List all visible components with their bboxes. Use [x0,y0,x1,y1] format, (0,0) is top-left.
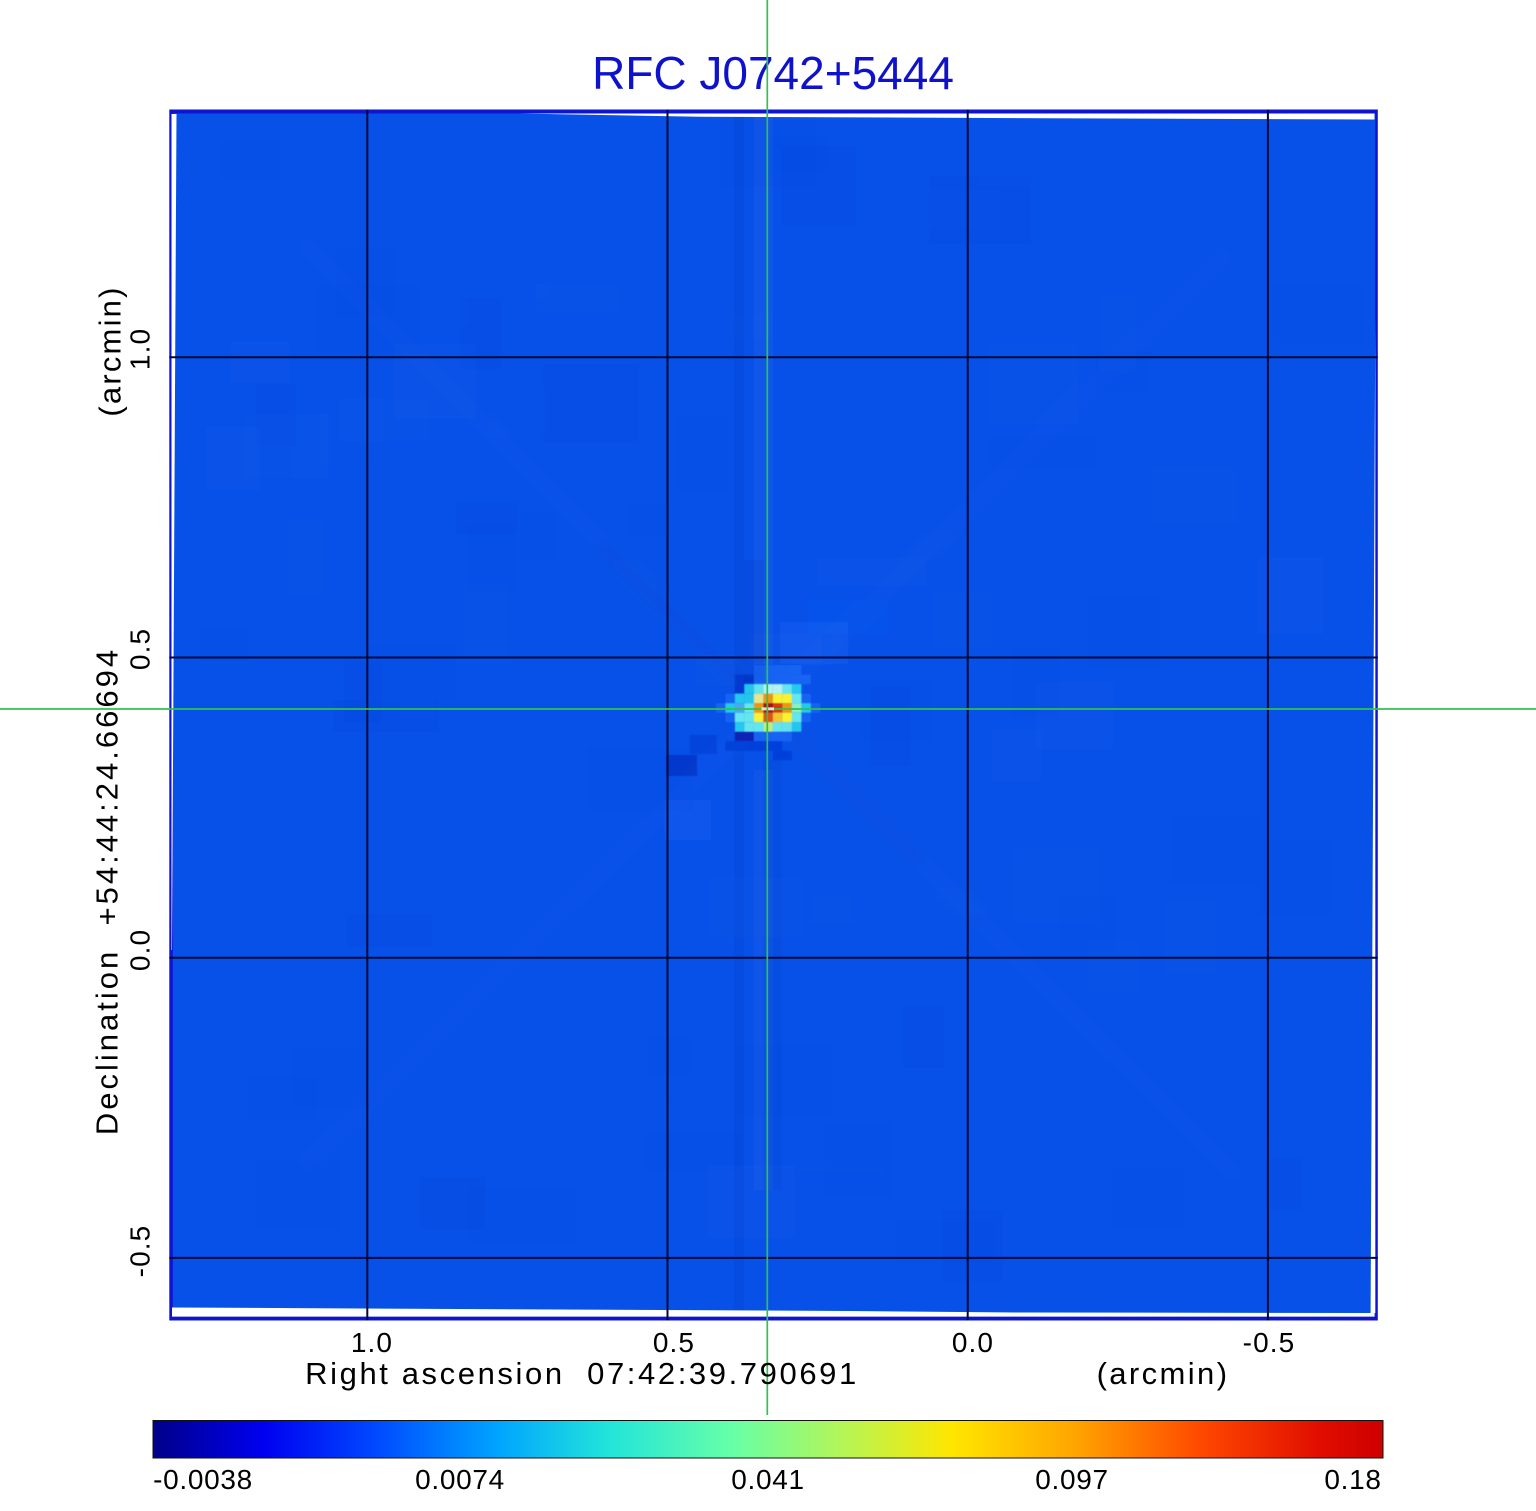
svg-text:-0.5: -0.5 [125,1225,156,1278]
svg-text:(arcmin): (arcmin) [93,285,128,416]
svg-text:0.041: 0.041 [731,1464,805,1495]
svg-text:0.0: 0.0 [125,929,156,971]
svg-text:1.0: 1.0 [351,1327,393,1358]
svg-text:0.18: 0.18 [1324,1464,1381,1495]
svg-text:1.0: 1.0 [125,328,156,370]
svg-text:0.5: 0.5 [125,628,156,670]
svg-text:(arcmin): (arcmin) [1097,1356,1230,1391]
svg-text:0.097: 0.097 [1035,1464,1109,1495]
svg-text:RFC J0742+5444: RFC J0742+5444 [592,47,954,99]
svg-text:Right ascension 07:42:39.7906: Right ascension 07:42:39.790691 [305,1356,859,1391]
svg-text:0.0: 0.0 [952,1327,994,1358]
svg-text:0.0074: 0.0074 [415,1464,505,1495]
svg-text:-0.0038: -0.0038 [153,1464,253,1495]
svg-text:-0.5: -0.5 [1243,1327,1296,1358]
svg-text:0.5: 0.5 [653,1327,695,1358]
svg-text:Declination +54:44:24.66694: Declination +54:44:24.66694 [90,647,125,1135]
